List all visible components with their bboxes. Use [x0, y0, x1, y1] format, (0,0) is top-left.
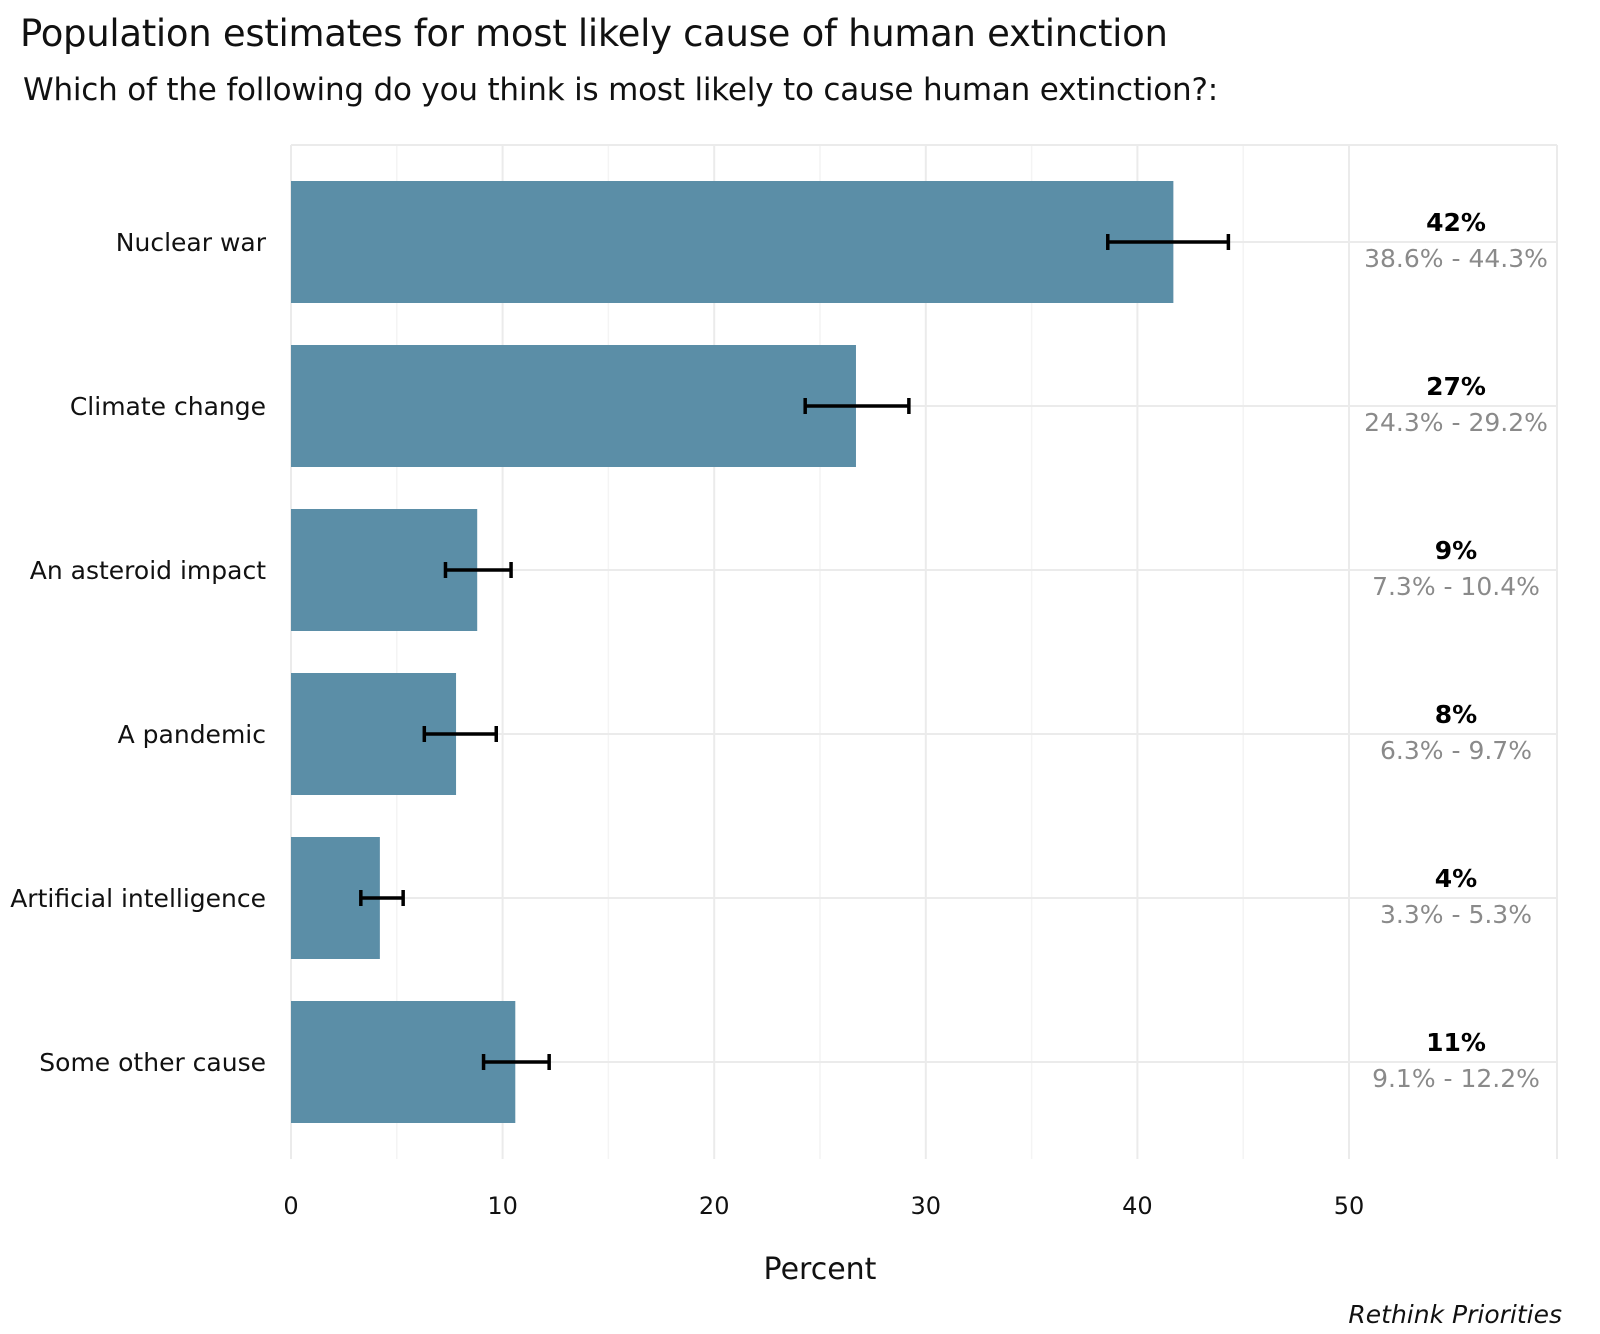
percent-label: 4% — [1435, 864, 1477, 893]
error-bar — [1106, 234, 1231, 250]
x-tick-label: 0 — [283, 1192, 298, 1220]
error-bar — [422, 726, 499, 742]
chart-subtitle: Which of the following do you think is m… — [23, 72, 1218, 108]
ci-range-label: 38.6% - 44.3% — [1364, 244, 1548, 273]
category-label: Some other cause — [39, 1048, 266, 1077]
ci-range-label: 9.1% - 12.2% — [1372, 1064, 1540, 1093]
percent-label: 9% — [1435, 536, 1477, 565]
percent-label: 27% — [1426, 372, 1486, 401]
category-label: Climate change — [70, 392, 266, 421]
x-tick-label: 40 — [1122, 1192, 1153, 1220]
ci-range-label: 3.3% - 5.3% — [1380, 900, 1532, 929]
error-bar — [443, 562, 513, 578]
bar — [291, 181, 1174, 303]
percent-label: 42% — [1426, 208, 1486, 237]
category-label: Artificial intelligence — [10, 884, 266, 913]
category-label: An asteroid impact — [30, 556, 266, 585]
ci-range-label: 24.3% - 29.2% — [1364, 408, 1548, 437]
percent-label: 11% — [1426, 1028, 1486, 1057]
bar-layer — [291, 181, 1174, 1123]
category-label: A pandemic — [118, 720, 266, 749]
grid-layer — [290, 144, 1558, 1159]
error-bar — [481, 1054, 551, 1070]
chart-title: Population estimates for most likely cau… — [20, 12, 1168, 55]
ci-range-label: 6.3% - 9.7% — [1380, 736, 1532, 765]
chart-caption: Rethink Priorities — [1348, 1300, 1562, 1329]
x-axis-title: Percent — [764, 1252, 877, 1287]
percent-label: 8% — [1435, 700, 1477, 729]
category-label: Nuclear war — [116, 228, 267, 257]
error-bar — [359, 890, 405, 906]
x-tick-label: 30 — [911, 1192, 942, 1220]
x-tick-label: 20 — [699, 1192, 730, 1220]
ci-range-label: 7.3% - 10.4% — [1372, 572, 1540, 601]
error-bar-layer — [359, 234, 1231, 1070]
bar — [291, 1001, 516, 1123]
error-bar — [803, 398, 911, 414]
x-tick-label: 50 — [1334, 1192, 1365, 1220]
category-label-layer: Nuclear war Climate change An asteroid imp… — [10, 228, 267, 1077]
tick-label-layer: 0 10 20 30 40 50 — [283, 1192, 1364, 1220]
bar — [291, 345, 856, 467]
annotation-layer: 42% 38.6% - 44.3% 27% 24.3% - 29.2% 9% 7.3% -… — [1364, 208, 1548, 1093]
x-tick-label: 10 — [487, 1192, 518, 1220]
